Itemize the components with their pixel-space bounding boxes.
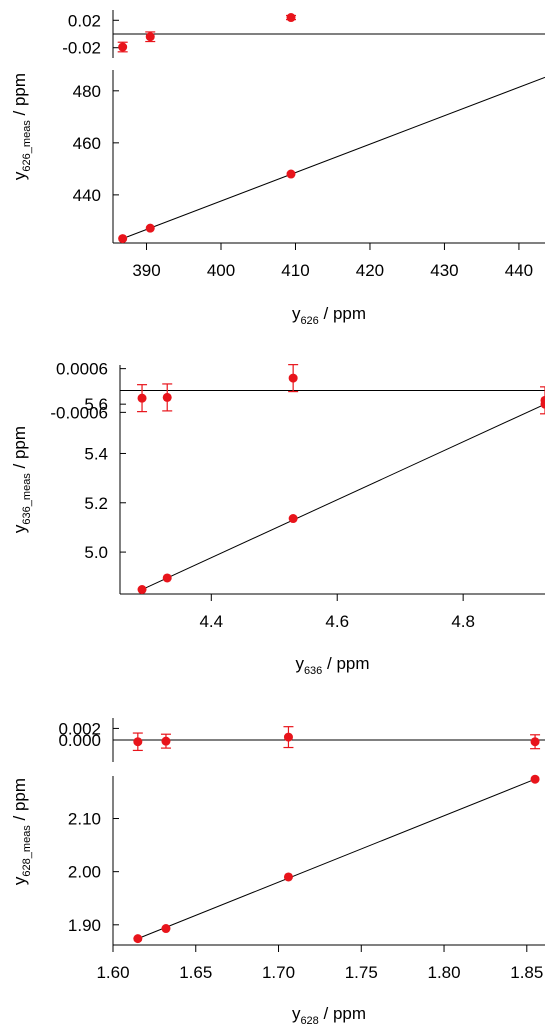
data-point [161, 924, 171, 934]
x-tick-label: 430 [430, 261, 458, 280]
y-tick-label: 460 [73, 134, 101, 153]
x-tick-label: 440 [505, 261, 533, 280]
data-point [137, 585, 147, 595]
x-axis-title-sub: 626 [300, 315, 318, 327]
y-axis-title: y636_meas / ppm [10, 426, 33, 533]
x-tick-label: 1.70 [262, 963, 295, 982]
residual-point [161, 736, 171, 746]
y-tick-label: 5.6 [84, 395, 108, 414]
x-axis-title-main: y [292, 1004, 301, 1023]
y-axis-title-main: y [10, 524, 29, 533]
y-axis-title-sub: 628_meas [21, 825, 33, 877]
residual-tick-label: 0.02 [68, 11, 101, 30]
x-tick-label: 1.80 [427, 963, 460, 982]
x-tick-label: 4.8 [451, 612, 475, 631]
residual-point [118, 42, 128, 52]
x-axis-title: y636 / ppm [295, 654, 369, 677]
y-tick-label: 5.4 [84, 444, 108, 463]
residual-point [283, 732, 293, 742]
x-tick-label: 400 [207, 261, 235, 280]
fit-line [141, 403, 545, 591]
y-axis-title: y628_meas / ppm [10, 778, 33, 885]
data-point [286, 169, 296, 179]
data-point [162, 573, 172, 583]
x-axis-title-tail: / ppm [319, 1004, 366, 1023]
y-axis-title-main: y [10, 876, 29, 885]
x-axis-title-main: y [295, 654, 304, 673]
x-axis-title: y628 / ppm [292, 1004, 366, 1027]
y-axis-title-tail: / ppm [10, 778, 29, 825]
y-axis-title-main: y [10, 171, 29, 180]
residual-tick-label: 0.002 [58, 719, 101, 738]
x-axis-title-sub: 628 [300, 1015, 318, 1027]
residual-point [137, 393, 147, 403]
data-point [283, 872, 293, 882]
residual-point [162, 392, 172, 402]
residual-tick-label: 0.000 [58, 731, 101, 750]
y-tick-label: 5.2 [84, 494, 108, 513]
data-point [118, 234, 128, 244]
y-tick-label: 480 [73, 82, 101, 101]
y-tick-label: 2.00 [68, 863, 101, 882]
residual-point [288, 373, 298, 383]
data-point [288, 514, 298, 524]
y-tick-label: 440 [73, 186, 101, 205]
residual-point [145, 32, 155, 42]
y-tick-label: 5.0 [84, 543, 108, 562]
x-axis-title-sub: 636 [304, 665, 322, 677]
residual-tick-label: 0.0006 [56, 360, 108, 379]
x-axis-title-main: y [292, 304, 301, 323]
x-axis-title-tail: / ppm [319, 304, 366, 323]
x-axis-title: y626 / ppm [292, 304, 366, 327]
residual-point [286, 13, 296, 23]
x-tick-label: 420 [356, 261, 384, 280]
x-tick-label: 4.6 [325, 612, 349, 631]
y-tick-label: 1.90 [68, 916, 101, 935]
residual-point [133, 737, 143, 747]
data-point [145, 223, 155, 233]
y-axis-title-tail: / ppm [10, 73, 29, 120]
y-axis-title-sub: 636_meas [21, 473, 33, 525]
data-point [133, 934, 143, 944]
fit-line [137, 778, 536, 940]
x-tick-label: 4.4 [199, 612, 223, 631]
residual-tick-label: -0.02 [62, 39, 101, 58]
x-tick-label: 390 [132, 261, 160, 280]
y-axis-title-sub: 626_meas [21, 120, 33, 172]
data-point [540, 399, 545, 409]
x-tick-label: 1.85 [510, 963, 543, 982]
residual-point [530, 737, 540, 747]
x-tick-label: 410 [281, 261, 309, 280]
x-tick-label: 1.75 [345, 963, 378, 982]
x-axis-title-tail: / ppm [322, 654, 369, 673]
y-axis-title-tail: / ppm [10, 426, 29, 473]
y-tick-label: 2.10 [68, 810, 101, 829]
data-point [530, 774, 540, 784]
residual-tick-label: -0.0006 [50, 403, 108, 422]
x-tick-label: 1.60 [96, 963, 129, 982]
fit-line [122, 76, 545, 240]
y-axis-title: y626_meas / ppm [10, 73, 33, 180]
x-tick-label: 1.65 [179, 963, 212, 982]
